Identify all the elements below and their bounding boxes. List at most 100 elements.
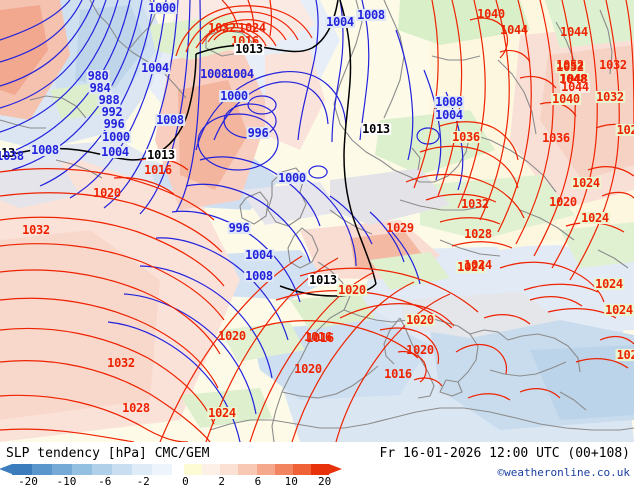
isobar-label: 1000 [277,171,307,185]
colorbar-negative: -20 -10 -6 -2 [0,464,172,488]
isobar-label: 996 [246,126,270,140]
isobar-label: 1013 [234,42,264,56]
isobar-label: 1032 [461,197,489,211]
isobar-label: 1000 [219,89,249,103]
colorbar-positive-ticks: 0 2 6 10 20 [182,475,332,488]
isobar-label: 1004 [226,67,254,81]
colorbar-swatch [184,464,203,475]
colorbar-tick-label: 6 [254,475,262,488]
isobar-label: 1016 [144,163,172,177]
isobar-label: 1036 [542,131,570,145]
colorbar-positive: 0 2 6 10 20 [182,464,342,488]
colorbar-swatch [32,464,52,475]
isobar-label: 1020 [294,362,322,376]
isobar-label: 996 [227,221,251,235]
isobar-label: 102 [615,124,634,136]
isobar-label: 1028 [464,227,492,241]
colorbar-swatch [152,464,172,475]
isobar-label: 1004 [140,61,170,75]
isobar-label: 1008 [30,143,60,157]
isobar-label: 1008 [434,95,464,109]
isobar-label: 1024 [604,303,634,317]
isobar-label: 1038 [0,149,24,163]
isobar-label: 1052 [555,60,585,74]
colorbar-swatch [112,464,132,475]
high-pressure-isobars [0,0,634,442]
colorbar-swatch [310,464,329,475]
colorbar-swatch [292,464,311,475]
colorbar-right-cap [329,464,342,474]
colorbar-swatch [12,464,32,475]
isobar-label: 1032 [22,223,50,237]
isobar-label: 980 [86,69,110,83]
footer-bar: SLP tendency [hPa] CMC/GEM Fr 16-01-2026… [0,442,634,490]
colorbar-tick-label: -6 [98,475,112,488]
isobar-label: 1029 [386,221,414,235]
copyright-credit: ©weatheronline.co.uk [497,466,630,479]
isobar-label: 1024 [580,211,610,225]
isobar-label: 1013 [308,273,338,287]
colorbar-swatch [256,464,275,475]
colorbar-tick-label: -20 [18,475,38,488]
colorbar-swatch [220,464,239,475]
isobar-label: 1040 [477,7,505,21]
isobar-label: 1020 [218,329,246,343]
isobar-label: 1020 [405,313,435,327]
colorbar-tick-label: 2 [218,475,225,488]
isobar-label: 1004 [244,248,274,262]
isobar-label: 984 [88,81,112,95]
colorbar-swatch [132,464,152,475]
colorbar-tick-label: -2 [136,475,150,488]
isobar-label: 1020 [549,195,577,209]
colorbar-swatch [274,464,293,475]
isobar-label: 1024 [238,21,266,35]
isobar-label: 1016 [304,330,332,344]
slp-tendency-map[interactable]: 1000 1032 1024 1016 1013 1004 1008 1040 1044 1052… [0,0,634,442]
isobar-label: 1024 [571,176,601,190]
isobar-label: 988 [97,93,121,107]
isobar-label: 1036 [451,130,481,144]
isobar-label: 1000 [101,130,131,144]
colorbar-swatch [52,464,72,475]
isobar-label: 1013 [146,148,176,162]
colorbar-left-cap [0,464,12,474]
isobar-label: 1044 [560,80,590,94]
isobar-label: 102 [615,349,634,361]
colorbar-tick-label: 20 [318,475,332,488]
isobar-label: 1024 [207,406,237,420]
isobar-label: 1008 [244,269,274,283]
isobar-label: 1032 [595,90,625,104]
isobar-label: 1040 [551,92,581,106]
isobar-label: 1008 [356,8,386,22]
colorbar-tick-label: -10 [56,475,77,488]
isobar-label: 1032 [107,356,135,370]
isobar-label: 1024 [594,277,624,291]
colorbar-tick-label: 0 [182,475,189,488]
isobar-label: 1032 [599,58,627,72]
isobar-label: 1004 [325,15,355,29]
isobar-label: 1004 [100,145,130,159]
isobar-label: 1020 [406,343,434,357]
isobar-label: 1004 [434,108,464,122]
isobar-label: 1024 [464,258,492,272]
colorbar-swatch [92,464,112,475]
colorbar-swatch [238,464,257,475]
colorbar-negative-swatches [0,464,172,475]
coastlines [0,0,634,442]
colorbar-swatch [202,464,221,475]
isobar-label: 1020 [337,283,367,297]
forecast-timestamp: Fr 16-01-2026 12:00 UTC (00+108) [379,446,630,461]
isobar-label: 1020 [93,186,121,200]
isobar-label: 1016 [384,367,412,381]
isobar-label: 1044 [500,23,528,37]
isobar-label: 996 [102,117,126,131]
low-pressure-isobars [0,0,464,442]
isobar-label: 1000 [147,1,177,15]
isobar-label: 1044 [560,25,588,39]
colorbar-positive-swatches [184,464,342,475]
isobar-label: 1008 [200,67,228,81]
isobar-label: 1013 [361,122,391,136]
colorbar-swatch [72,464,92,475]
colorbar-negative-ticks: -20 -10 -6 -2 [12,475,172,488]
